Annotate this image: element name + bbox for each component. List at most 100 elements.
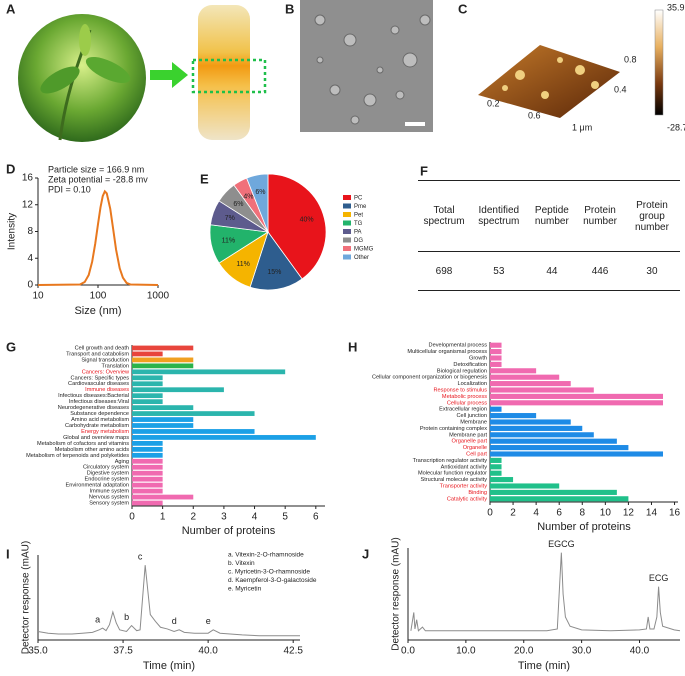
category-label: Transporter activity: [440, 483, 488, 489]
slice-label: 7%: [225, 215, 235, 222]
slice-label: 4%: [243, 193, 253, 200]
bar: [490, 355, 502, 361]
y-axis-label: Detector response (mAU): [391, 537, 402, 650]
table-header: Protein group number: [623, 180, 680, 252]
bar: [132, 441, 163, 446]
slice-label: 11%: [222, 238, 236, 245]
y-tick-label: 16: [22, 173, 34, 184]
x-tick-label: 0: [487, 508, 493, 519]
table-header: Total spectrum: [418, 180, 471, 252]
bar: [132, 452, 163, 458]
bar: [132, 446, 163, 452]
bar: [490, 374, 560, 380]
table-cell: 53: [470, 251, 528, 291]
table-cell: 44: [527, 251, 577, 291]
category-label: Global and overview maps: [63, 435, 129, 441]
category-label: Signal transduction: [81, 357, 129, 363]
category-label: Structural molecule activity: [420, 477, 487, 483]
category-label: Biological regulation: [437, 368, 487, 374]
bar: [132, 458, 163, 464]
x-axis-label: Number of proteins: [182, 525, 276, 537]
panel-label: A: [6, 1, 16, 16]
x-tick-label: 5: [282, 512, 288, 523]
x-tick-label: 4: [252, 512, 258, 523]
category-label: Binding: [468, 490, 487, 496]
afm-y-tick: 0.4: [614, 84, 627, 94]
y-tick-label: 0: [27, 280, 33, 291]
category-label: Neurodegenerative diseases: [58, 405, 129, 411]
panel-label: E: [200, 171, 209, 186]
legend-swatch: [343, 220, 351, 226]
legend-label: Other: [354, 255, 369, 261]
bar: [490, 445, 629, 451]
bar: [132, 363, 194, 369]
category-label: Cardiovascular diseases: [68, 381, 129, 387]
annotation: PDI = 0.10: [48, 184, 91, 194]
panel-label: H: [348, 339, 357, 354]
table-cell: 446: [576, 251, 624, 291]
category-label: Aging: [115, 459, 129, 465]
legend-swatch: [343, 237, 351, 243]
bar: [490, 496, 629, 502]
peak-label: ECG: [649, 573, 669, 583]
category-label: Metabolism other amino acids: [55, 447, 130, 453]
panel-label: D: [6, 161, 15, 176]
pie-slice: [267, 173, 327, 280]
bar: [132, 351, 163, 357]
legend-label: PA: [354, 230, 362, 236]
x-tick-label: 1: [160, 512, 166, 523]
x-tick-label: 100: [90, 291, 107, 302]
category-label: Cellular process: [447, 400, 487, 406]
slice-label: 40%: [300, 216, 314, 223]
category-label: Metabolic process: [442, 394, 487, 400]
bar: [490, 477, 514, 483]
bar: [490, 425, 583, 431]
legend-swatch: [343, 246, 351, 251]
peak-label: a: [95, 614, 100, 624]
category-label: Nervous system: [89, 495, 129, 501]
panel-label: F: [420, 163, 428, 178]
legend-label: DG: [354, 238, 363, 244]
x-axis-label: Time (min): [518, 660, 570, 672]
legend-label: MGMG: [354, 247, 374, 253]
x-tick-label: 35.0: [28, 646, 48, 657]
y-axis-label: Intensity: [7, 213, 18, 250]
legend-label: TG: [354, 221, 363, 227]
bar: [132, 500, 163, 506]
slice-label: 15%: [267, 269, 281, 276]
category-label: Localization: [457, 381, 487, 387]
bar: [132, 482, 163, 488]
x-axis-label: Time (min): [143, 660, 195, 672]
category-label: Response to stimulus: [434, 387, 488, 393]
category-label: Transcription regulator activity: [413, 458, 488, 464]
x-axis-label: Size (nm): [74, 305, 121, 317]
data-line: [37, 189, 159, 286]
category-label: Digestive system: [87, 471, 130, 477]
category-label: Sensory system: [89, 501, 129, 507]
panel-label: B: [285, 1, 294, 16]
bar: [490, 438, 617, 444]
peak-label: EGCG: [548, 539, 575, 549]
summary-table: Total spectrum Identified spectrum Pepti…: [418, 180, 680, 291]
category-label: Environmental adaptation: [66, 483, 129, 489]
scale-bar: [405, 122, 425, 126]
category-label: Metabolism of terpenoids and polyketides: [26, 453, 129, 459]
table-header: Identified spectrum: [470, 180, 528, 252]
legend-label: PC: [354, 196, 363, 202]
tea-bud: [79, 24, 91, 56]
bar: [132, 381, 163, 387]
colorbar: [654, 9, 664, 116]
x-tick-label: 1000: [147, 291, 170, 302]
compound-legend: a. Vitexin-2-O-rhamnoside: [228, 552, 304, 559]
bar: [132, 393, 163, 399]
bar: [132, 429, 255, 434]
category-label: Developmental process: [429, 343, 488, 349]
x-tick-label: 10: [600, 508, 612, 519]
y-tick-label: 12: [22, 199, 34, 210]
category-label: Translation: [102, 363, 129, 369]
slice-label: 6%: [233, 201, 243, 208]
category-label: Membrane: [460, 419, 487, 425]
pie-slice: [249, 231, 303, 291]
